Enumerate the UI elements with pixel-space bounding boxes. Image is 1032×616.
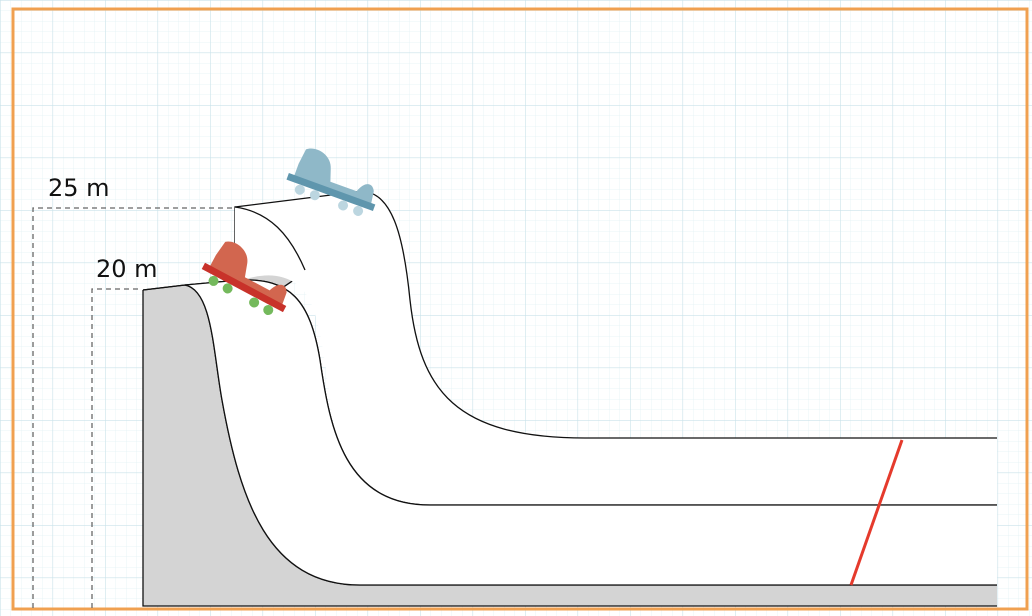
- height-label-20m: 20 m: [96, 255, 158, 283]
- low-track-left-edge: [142, 290, 997, 607]
- height-marker-25m: [32, 207, 233, 608]
- blue-cart: [286, 148, 376, 216]
- frame-border: [11, 7, 1029, 611]
- height-label-25m: 25 m: [48, 174, 110, 202]
- mid-track-fill: [185, 279, 997, 585]
- red-cart: [201, 241, 287, 316]
- finish-line: [849, 439, 904, 586]
- height-marker-20m: [91, 288, 141, 608]
- low-track-surface-redraw: [142, 284, 997, 586]
- high-track-deck: [235, 191, 997, 505]
- high-track-back: [234, 206, 306, 271]
- low-track-ground: [143, 285, 997, 606]
- high-track-surface: [234, 190, 997, 439]
